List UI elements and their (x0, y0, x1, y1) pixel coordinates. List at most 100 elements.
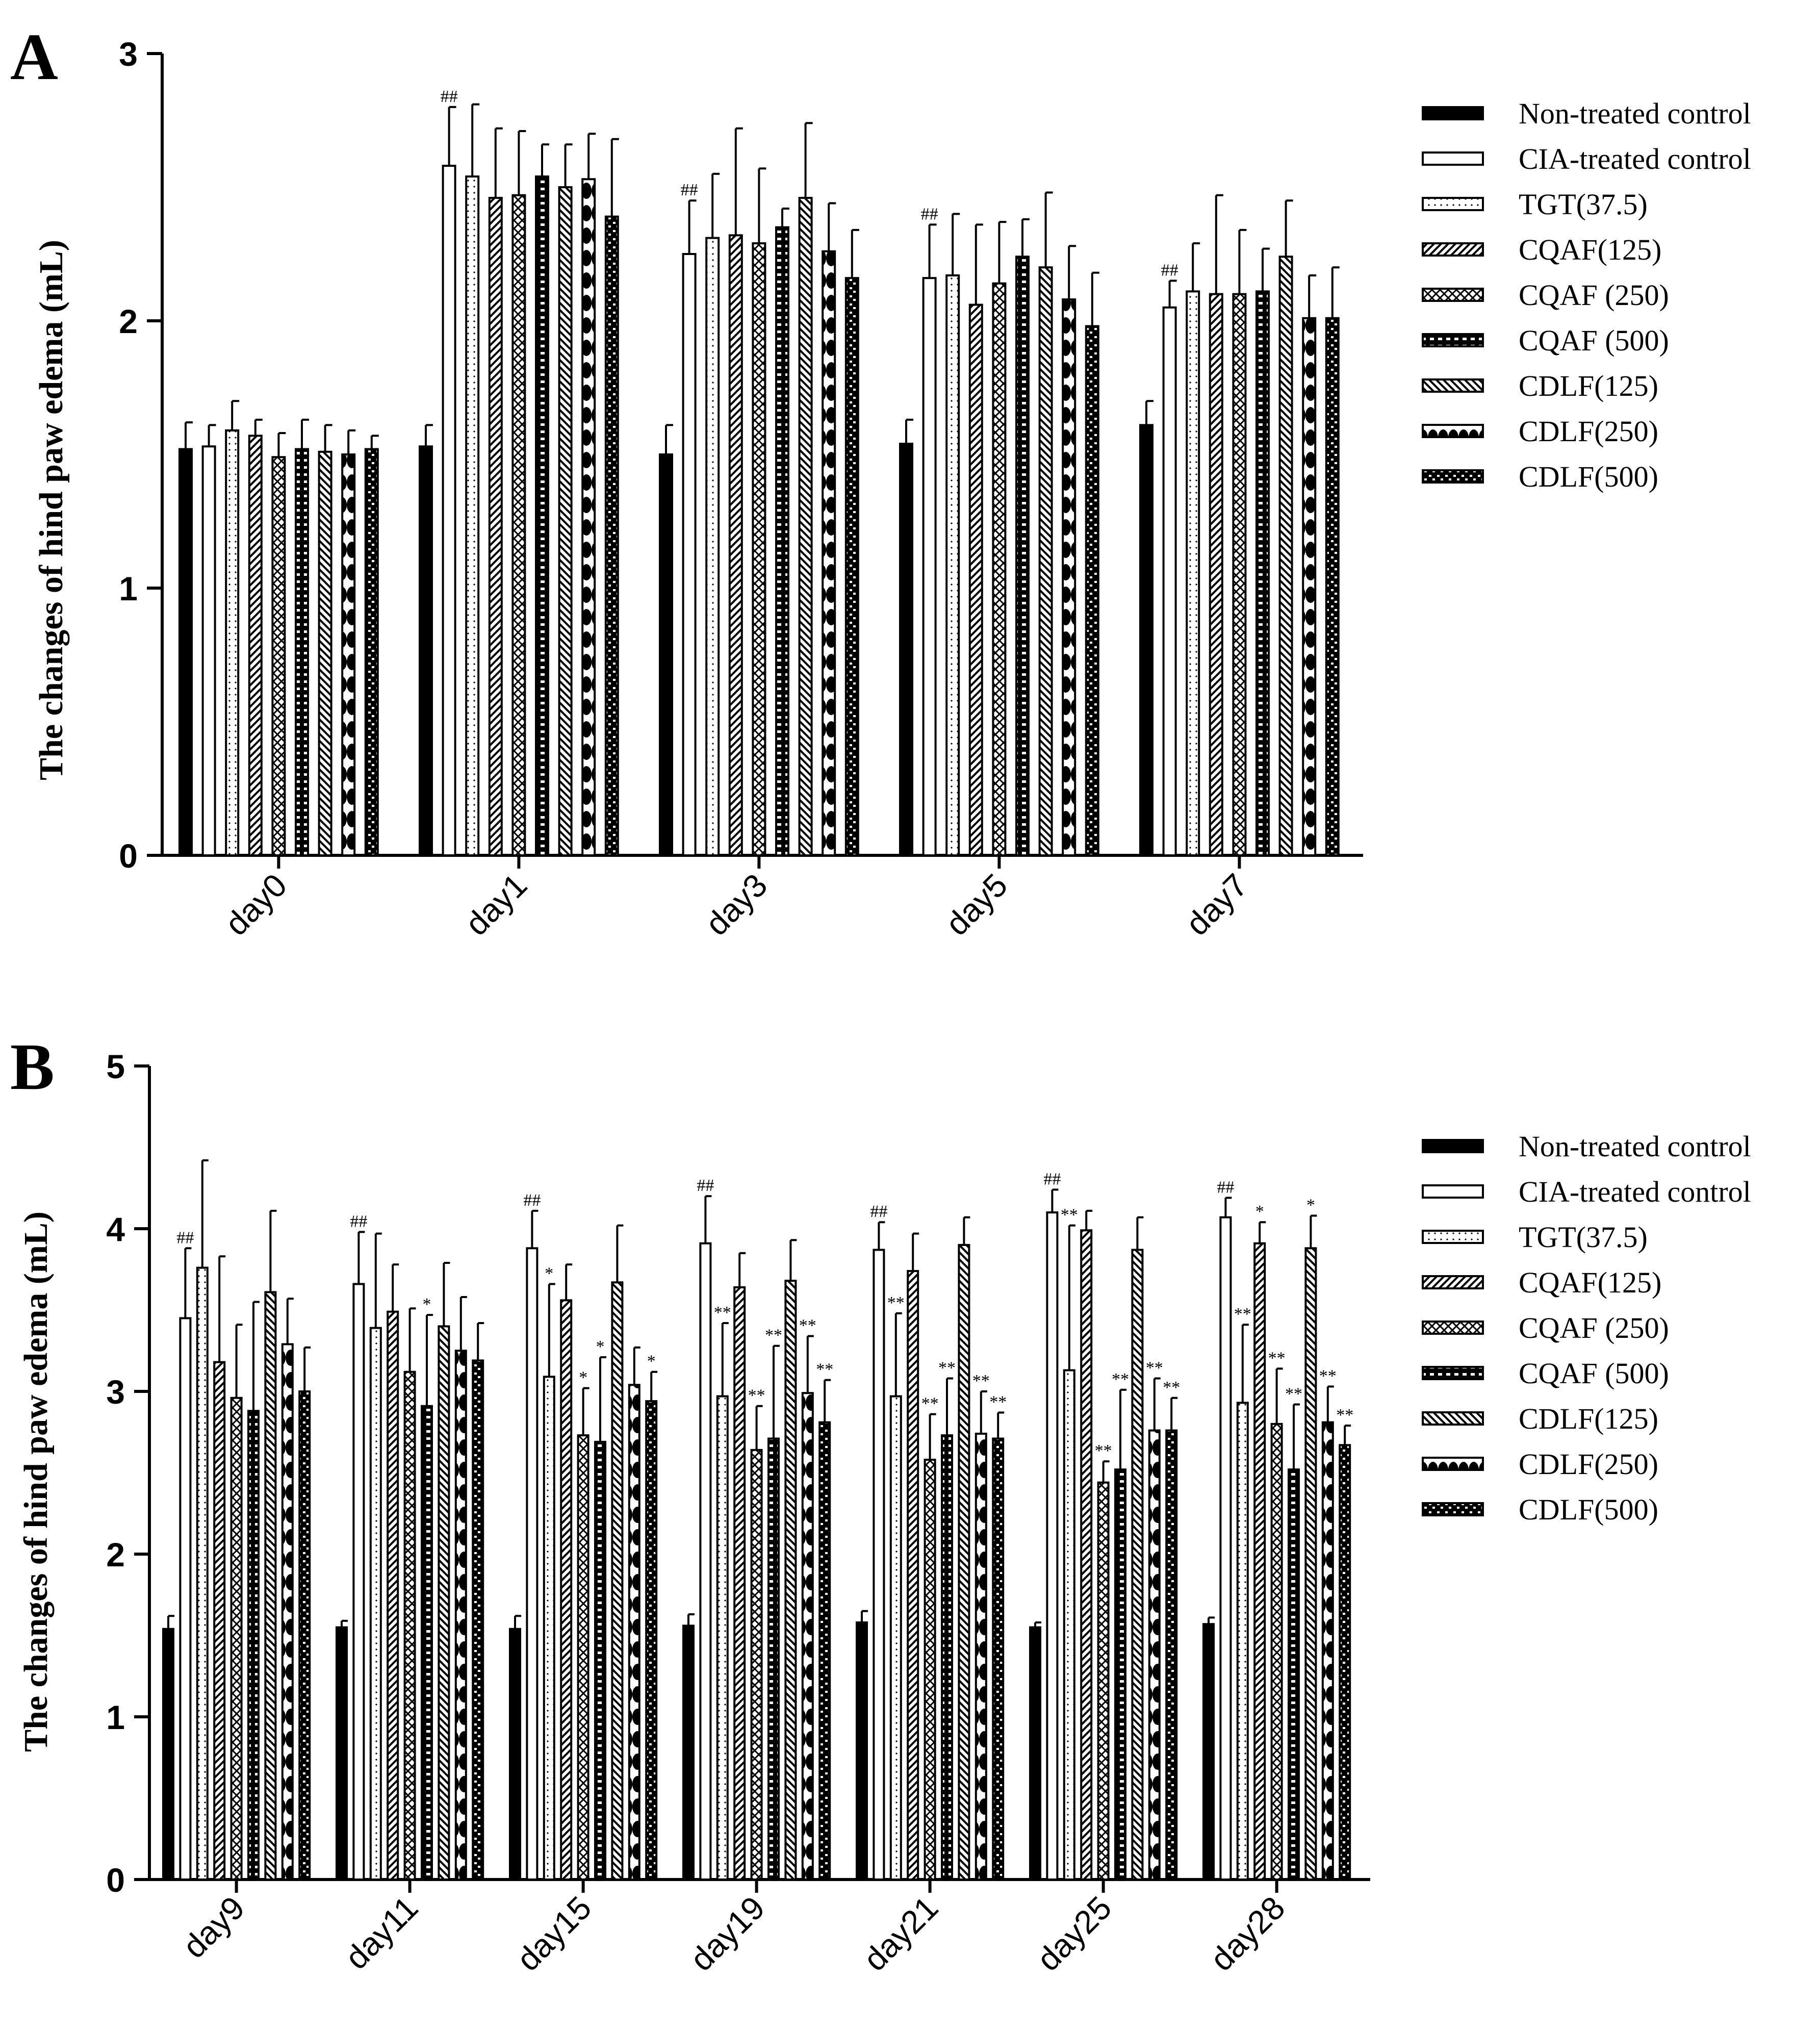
bar (1029, 1626, 1041, 1881)
bar (213, 1361, 226, 1881)
bar (318, 450, 332, 856)
bar (403, 1370, 416, 1881)
significance-mark: ** (1234, 1305, 1251, 1324)
bar (577, 1434, 589, 1881)
x-tick-label: day1 (458, 867, 534, 943)
bar (535, 175, 549, 856)
legend-swatch (1422, 1457, 1484, 1471)
bar (801, 1392, 814, 1881)
legend-swatch (1422, 242, 1484, 257)
bar (488, 196, 503, 857)
bar (162, 1628, 174, 1881)
y-tick-label: 1 (106, 1698, 125, 1736)
panel-b-letter: B (10, 1030, 55, 1104)
y-tick-label: 3 (119, 35, 138, 73)
bar (1139, 424, 1153, 856)
significance-mark: ** (989, 1392, 1007, 1411)
bar (271, 456, 286, 856)
bar (945, 274, 960, 856)
x-tick-label: day3 (698, 867, 774, 943)
panel-a: A The changes of hind paw edema (mL) 0 1 2… (10, 20, 1363, 943)
legend-label: CQAF (250) (1519, 1311, 1669, 1344)
significance-mark: ** (1336, 1406, 1353, 1425)
panel-b-legend: Non-treated control CIA-treated control TG… (1422, 1130, 1751, 1526)
bar (1162, 306, 1177, 856)
legend-swatch (1422, 1275, 1484, 1289)
bar (682, 253, 697, 856)
significance-mark: ## (870, 1202, 887, 1221)
legend-label: CDLF(125) (1519, 1402, 1658, 1435)
significance-mark: ** (1285, 1385, 1302, 1404)
significance-mark: ## (1043, 1170, 1061, 1188)
bar (889, 1395, 902, 1881)
significance-mark: ## (921, 205, 938, 223)
significance-mark: * (579, 1368, 587, 1387)
bar (225, 429, 240, 856)
bar (1038, 266, 1053, 857)
bar (699, 1242, 712, 1881)
bar (856, 1621, 868, 1881)
x-tick-label: day9 (175, 1889, 251, 1965)
significance-mark: ## (441, 87, 458, 106)
bar (1186, 290, 1200, 856)
bar (611, 1281, 624, 1881)
panel-b-y-label: The changes of hind paw edema (mL) (17, 1211, 55, 1752)
bar (1253, 1242, 1266, 1881)
legend-swatch (1422, 1411, 1484, 1426)
bar (1209, 293, 1223, 856)
bar (387, 1310, 399, 1881)
x-tick-label: day28 (1203, 1889, 1292, 1978)
bar (922, 277, 937, 856)
y-tick-label: 1 (119, 570, 138, 607)
bar (733, 1286, 746, 1881)
bar (196, 1266, 209, 1881)
bar (1131, 1249, 1144, 1881)
bar (784, 1280, 797, 1881)
significance-mark: * (1306, 1196, 1315, 1214)
bar (1219, 1216, 1232, 1881)
significance-mark: ** (1095, 1441, 1112, 1460)
legend-label: TGT(37.5) (1519, 1221, 1648, 1254)
significance-mark: ## (523, 1191, 541, 1210)
significance-mark: ** (921, 1394, 939, 1413)
significance-mark: * (647, 1352, 656, 1371)
bar (281, 1343, 294, 1881)
bar (442, 165, 456, 857)
bar (728, 234, 743, 857)
bar (1339, 1444, 1351, 1881)
legend-label: CQAF(125) (1519, 233, 1661, 266)
bar (179, 1317, 192, 1881)
bar (1278, 256, 1293, 856)
legend-swatch (1422, 1230, 1484, 1244)
bar (716, 1395, 729, 1881)
legend-label: CQAF (500) (1519, 324, 1669, 357)
bar (560, 1299, 573, 1881)
bar (336, 1626, 348, 1881)
bar (1302, 317, 1317, 856)
bar (201, 445, 216, 856)
legend-label: CIA-treated control (1519, 1175, 1751, 1208)
bar (543, 1376, 555, 1881)
bar (341, 453, 356, 856)
bar (465, 175, 480, 856)
x-tick-label: day11 (338, 1889, 425, 1976)
bar (752, 242, 766, 856)
bar (364, 448, 379, 856)
bar (775, 226, 789, 857)
bar (992, 282, 1007, 856)
bar (968, 303, 983, 856)
significance-mark: ** (816, 1360, 833, 1379)
bar (1232, 293, 1247, 856)
x-tick-label: day5 (938, 867, 1014, 943)
bar (178, 448, 193, 856)
bar (924, 1458, 936, 1881)
significance-mark: ## (697, 1176, 714, 1195)
significance-mark: * (423, 1295, 431, 1314)
legend-swatch (1422, 1139, 1484, 1153)
bar (682, 1624, 695, 1881)
legend-swatch (1422, 288, 1484, 302)
bar (1304, 1247, 1317, 1881)
legend-swatch (1422, 151, 1484, 166)
significance-mark: ## (350, 1212, 367, 1231)
